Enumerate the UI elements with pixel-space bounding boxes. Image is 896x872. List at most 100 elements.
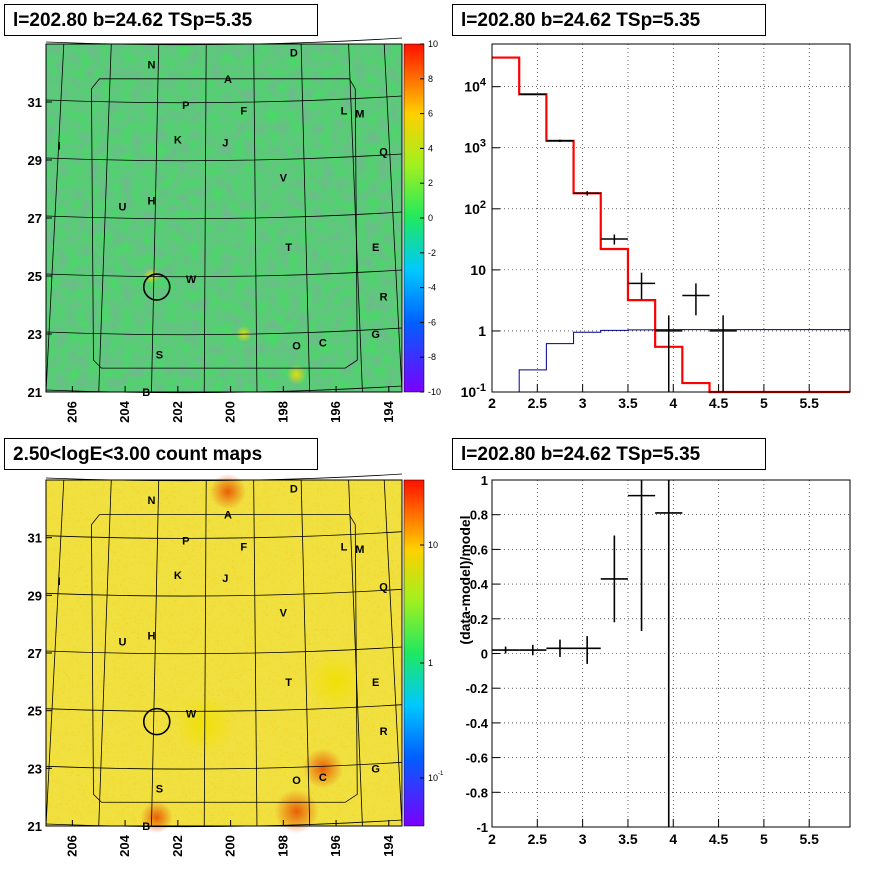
y-tick-label-25: 25: [28, 269, 42, 284]
source-label-O: O: [292, 775, 301, 787]
x-tick-label-5: 5: [760, 831, 768, 847]
source-label-M: M: [355, 109, 364, 121]
count-excess-blob: [174, 695, 235, 756]
y-tick-label-27: 27: [28, 646, 42, 661]
longitude-grid-line: [253, 43, 258, 393]
source-label-P: P: [182, 536, 189, 548]
source-label-H: H: [148, 631, 156, 643]
colorbar-label-6: 6: [428, 109, 433, 119]
latitude-grid-line: [45, 588, 403, 597]
x-tick-label-5.5: 5.5: [799, 395, 819, 411]
x-tick-label-200: 200: [223, 401, 238, 423]
source-label-K: K: [174, 135, 182, 147]
source-label-C: C: [319, 338, 327, 350]
y-tick-label-29: 29: [28, 588, 42, 603]
source-label-C: C: [319, 772, 327, 784]
x-tick-label-3.5: 3.5: [618, 831, 638, 847]
y-tick-label-27: 27: [28, 211, 42, 226]
longitude-grid-line: [383, 479, 403, 827]
source-label-I: I: [58, 576, 61, 588]
source-label-P: P: [182, 100, 189, 112]
colorbar-label--8: -8: [428, 352, 436, 362]
y-tick-label-31: 31: [28, 531, 42, 546]
y-tick-label-0: 0: [481, 647, 488, 662]
latitude-grid-line: [45, 327, 403, 336]
x-tick-label-3: 3: [579, 395, 587, 411]
x-tick-label-206: 206: [64, 401, 79, 423]
colorbar-label--4: -4: [428, 283, 436, 293]
source-label-L: L: [341, 541, 348, 553]
longitude-grid-line: [253, 479, 258, 827]
residual-y-axis-label: (data-model)/model: [457, 515, 473, 644]
background-histogram: [492, 329, 850, 393]
source-label-E: E: [372, 677, 379, 689]
source-label-U: U: [118, 201, 126, 213]
source-label-I: I: [58, 141, 61, 153]
top-left-panel-title: l=202.80 b=24.62 TSp=5.35: [4, 4, 318, 36]
count-excess-blob: [306, 651, 367, 712]
x-tick-label-5: 5: [760, 395, 768, 411]
x-tick-label-2.5: 2.5: [528, 831, 548, 847]
source-label-B: B: [142, 387, 150, 399]
target-position-circle: [142, 273, 171, 301]
source-label-T: T: [285, 677, 292, 689]
source-label-V: V: [280, 172, 288, 184]
y-tick-label-1: 1: [478, 323, 486, 339]
longitude-grid-line: [383, 43, 403, 393]
source-label-W: W: [186, 709, 197, 721]
colorbar-label-10^-1: 10-1: [428, 771, 444, 783]
y-tick-label-10^3: 103: [464, 138, 486, 156]
y-tick-label-21: 21: [28, 819, 42, 834]
source-label-U: U: [118, 636, 126, 648]
bottom-right-panel-title: l=202.80 b=24.62 TSp=5.35: [452, 438, 766, 470]
roi-boundary: [91, 514, 358, 803]
colorbar-label--6: -6: [428, 317, 436, 327]
x-tick-label-202: 202: [170, 835, 185, 857]
source-label-L: L: [341, 106, 348, 118]
roi-boundary: [91, 78, 358, 369]
x-tick-label-4: 4: [669, 831, 677, 847]
y-tick-label-0.2: 0.2: [470, 612, 488, 627]
colorbar-label-2: 2: [428, 178, 433, 188]
colorbar-label--10: -10: [428, 387, 441, 397]
source-label-H: H: [148, 196, 156, 208]
source-label-J: J: [222, 573, 228, 585]
x-tick-label-196: 196: [328, 401, 343, 423]
x-tick-label-196: 196: [328, 835, 343, 857]
longitude-grid-line: [300, 43, 311, 393]
x-tick-label-204: 204: [117, 834, 132, 856]
colorbar-label--2: -2: [428, 248, 436, 258]
longitude-grid-line: [98, 479, 112, 827]
count-excess-blob: [302, 748, 343, 789]
y-tick-label-0.4: 0.4: [470, 577, 489, 592]
x-tick-label-2: 2: [488, 395, 496, 411]
x-tick-label-194: 194: [381, 834, 396, 856]
longitude-grid-line: [300, 479, 311, 827]
y-tick-label-10^-1: 10-1: [461, 382, 486, 400]
y-tick-label--0.8: -0.8: [466, 785, 488, 800]
y-tick-label-0.6: 0.6: [470, 542, 488, 557]
y-tick-label-29: 29: [28, 153, 42, 168]
y-tick-label--0.2: -0.2: [466, 681, 488, 696]
residual-excess-blob: [286, 364, 307, 385]
x-tick-label-204: 204: [117, 400, 132, 422]
source-label-K: K: [174, 570, 182, 582]
longitude-grid-line: [151, 43, 160, 393]
x-tick-label-4: 4: [669, 395, 677, 411]
source-label-M: M: [355, 544, 364, 556]
colorbar: [403, 479, 425, 827]
x-tick-label-3.5: 3.5: [618, 395, 638, 411]
source-label-G: G: [371, 763, 380, 775]
spectrum-plot-group: [491, 43, 851, 394]
latitude-grid-line: [45, 153, 403, 162]
source-label-S: S: [156, 349, 163, 361]
source-label-V: V: [280, 608, 288, 620]
y-tick-label-10^2: 102: [464, 199, 486, 217]
source-label-N: N: [148, 59, 156, 71]
source-label-A: A: [224, 510, 232, 522]
longitude-grid-line: [203, 43, 207, 393]
model-histogram: [492, 56, 850, 394]
source-label-S: S: [156, 784, 163, 796]
y-tick-label-21: 21: [28, 385, 42, 400]
source-label-J: J: [222, 138, 228, 150]
